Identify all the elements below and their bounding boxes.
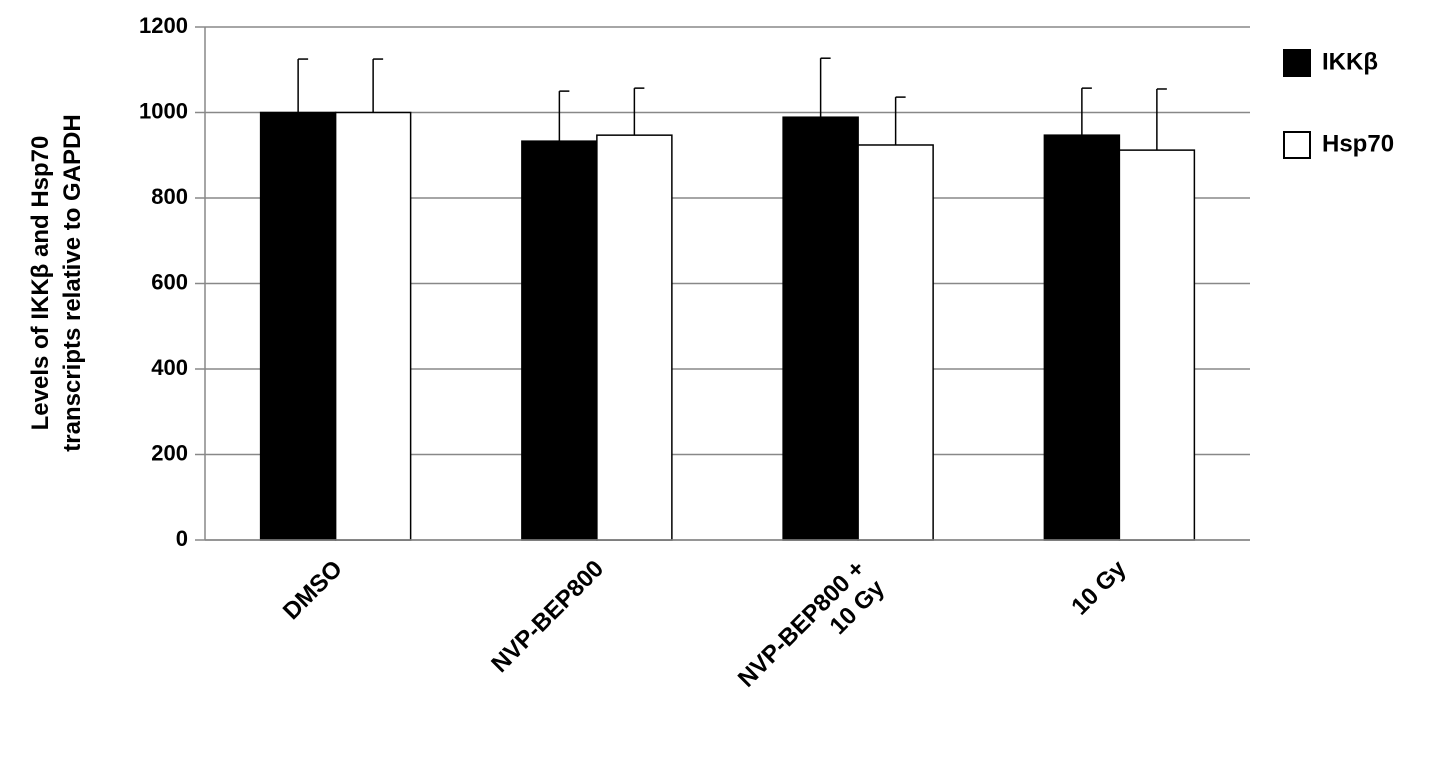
x-tick-label-line: 10 Gy — [1066, 555, 1132, 621]
bar — [596, 134, 673, 541]
x-tick-label: NVP-BEP800 — [486, 555, 609, 678]
x-tick-label-line: NVP-BEP800 — [486, 555, 609, 678]
y-axis-title-line: transcripts relative to GAPDH — [59, 114, 86, 451]
bar — [782, 116, 859, 541]
y-tick-label: 800 — [151, 184, 188, 209]
legend-label: IKKβ — [1322, 48, 1378, 75]
bar — [334, 111, 412, 541]
x-tick-label: 10 Gy — [1066, 555, 1132, 621]
y-tick-label: 600 — [151, 269, 188, 294]
x-tick-label: DMSO — [278, 555, 348, 625]
y-tick-label: 1000 — [139, 98, 188, 123]
legend-swatch — [1283, 49, 1311, 77]
x-tick-label-line: DMSO — [278, 555, 348, 625]
legend-label: Hsp70 — [1322, 130, 1394, 157]
bar — [521, 140, 598, 541]
bar — [1118, 149, 1196, 541]
y-tick-label: 0 — [176, 526, 188, 551]
y-tick-label: 200 — [151, 440, 188, 465]
bar — [1043, 134, 1121, 541]
x-tick-label: NVP-BEP800 +10 Gy — [733, 555, 890, 712]
y-tick-label: 400 — [151, 355, 188, 380]
bar — [857, 144, 934, 541]
legend-swatch — [1283, 131, 1311, 159]
y-axis-title-line: Levels of IKKβ and Hsp70 — [27, 136, 54, 431]
bar — [259, 111, 337, 541]
y-axis-title: Levels of IKKβ and Hsp70 transcripts rel… — [27, 114, 86, 451]
y-tick-label: 1200 — [139, 13, 188, 38]
